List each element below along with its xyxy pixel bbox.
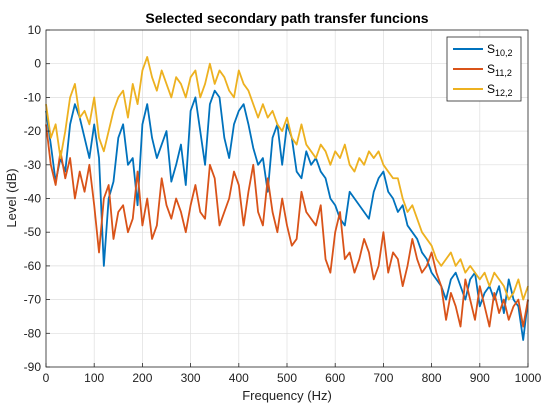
x-tick-label: 900 — [470, 371, 490, 385]
x-tick-label: 200 — [132, 371, 152, 385]
y-tick-label: -20 — [24, 124, 42, 138]
y-tick-label: -40 — [24, 192, 42, 206]
legend-label-subscript: 10,2 — [495, 48, 513, 58]
x-tick-label: 500 — [277, 371, 297, 385]
legend-label: S10,2 — [487, 42, 513, 58]
y-tick-label: -90 — [24, 360, 42, 374]
legend-label-subscript: 12,2 — [495, 88, 513, 98]
series-line-s12-2 — [45, 56, 529, 301]
legend-label-subscript: 11,2 — [495, 68, 512, 78]
y-tick-label: -60 — [24, 259, 42, 273]
y-axis-ticks: 10 0 -10 -20 -30 -40 -50 -60 -70 -80 -90 — [24, 23, 50, 374]
x-axis-ticks: 0 100 200 300 400 500 600 700 800 900 1000 — [43, 363, 542, 385]
y-tick-label: -10 — [24, 90, 42, 104]
x-tick-label: 300 — [181, 371, 201, 385]
legend-label-name: S — [487, 42, 495, 56]
x-tick-label: 600 — [325, 371, 345, 385]
series-line-s11-2 — [45, 124, 529, 328]
chart-title: Selected secondary path transfer funcion… — [145, 10, 428, 26]
x-tick-label: 0 — [43, 371, 50, 385]
y-axis-label: Level (dB) — [4, 168, 19, 227]
x-tick-label: 800 — [422, 371, 442, 385]
x-tick-label: 700 — [373, 371, 393, 385]
x-axis-label: Frequency (Hz) — [242, 388, 332, 403]
y-tick-label: 10 — [28, 23, 42, 37]
legend-label-name: S — [487, 62, 495, 76]
y-tick-label: -70 — [24, 293, 42, 307]
x-tick-label: 100 — [84, 371, 104, 385]
y-tick-label: -30 — [24, 158, 42, 172]
legend-label-name: S — [487, 82, 495, 96]
x-tick-label: 400 — [229, 371, 249, 385]
series-line-s10-2 — [45, 89, 529, 341]
legend-label: S12,2 — [487, 82, 513, 98]
x-tick-label: 1000 — [515, 371, 542, 385]
y-tick-label: -50 — [24, 225, 42, 239]
series-layer — [45, 56, 529, 341]
y-tick-label: -80 — [24, 326, 42, 340]
y-tick-label: 0 — [34, 57, 41, 71]
legend-label: S11,2 — [487, 62, 512, 78]
